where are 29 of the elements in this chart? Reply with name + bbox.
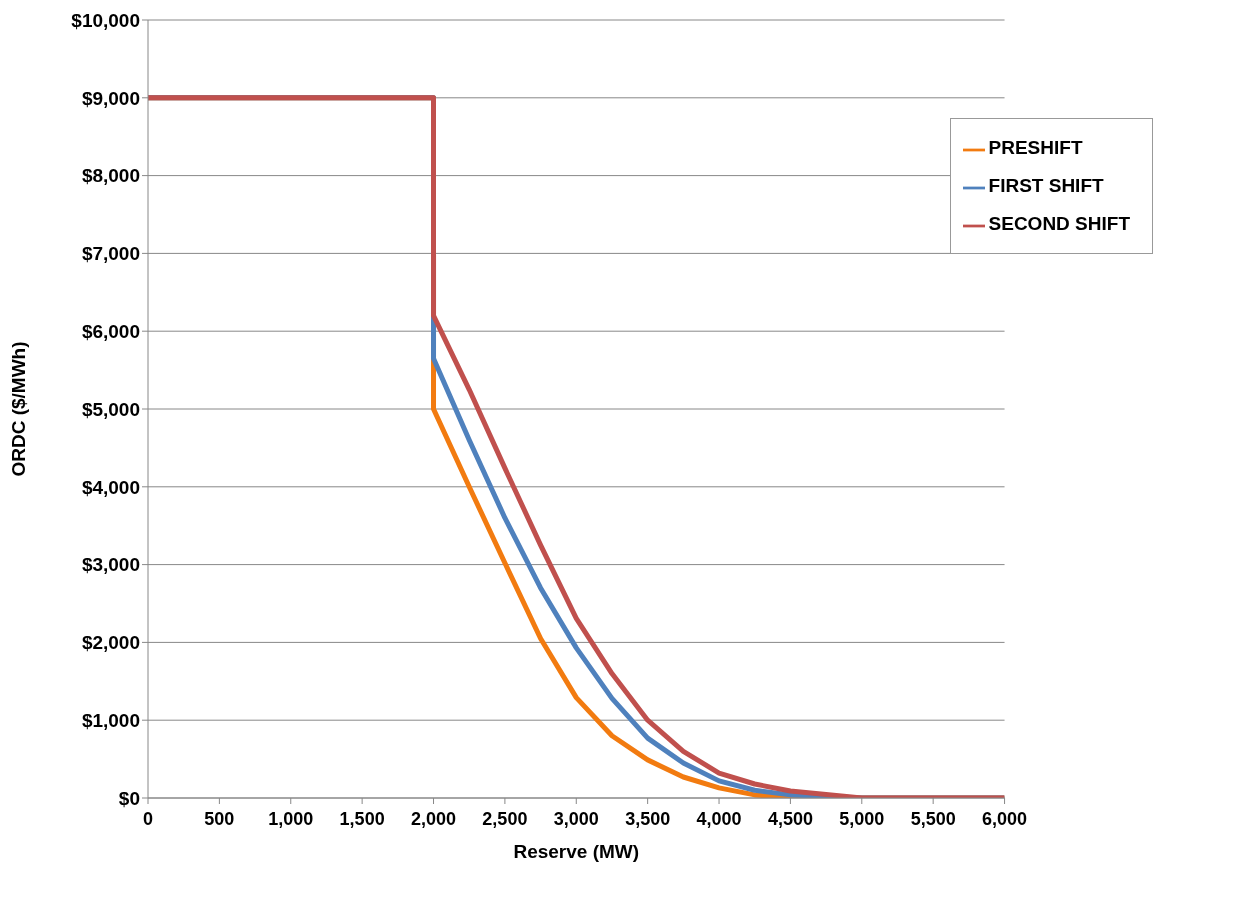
y-tick-label: $8,000	[81, 165, 140, 187]
x-tick-label: 2,500	[482, 808, 528, 829]
y-tick-label: $9,000	[81, 87, 140, 109]
y-tick-label: $7,000	[81, 243, 140, 265]
y-tick-label: $4,000	[81, 476, 140, 498]
x-tick-label: 3,500	[625, 808, 671, 829]
x-tick-label: 4,000	[696, 808, 742, 829]
y-tick-label: $6,000	[81, 320, 140, 342]
y-tick-label: $1,000	[81, 709, 140, 731]
x-tick-label: 1,000	[268, 808, 314, 829]
legend-label: SECOND SHIFT	[988, 213, 1130, 234]
x-tick-label: 3,000	[553, 808, 599, 829]
y-tick-label: $0	[118, 787, 140, 809]
y-tick-label: $2,000	[81, 632, 140, 654]
x-tick-label: 6,000	[982, 808, 1028, 829]
x-tick-label: 1,500	[339, 808, 385, 829]
x-tick-label: 500	[204, 808, 235, 829]
legend-label: PRESHIFT	[988, 137, 1083, 158]
x-tick-label: 4,500	[767, 808, 813, 829]
x-axis-title: Reserve (MW)	[513, 841, 640, 862]
x-tick-label: 2,000	[410, 808, 457, 829]
x-tick-label: 0	[142, 808, 154, 829]
y-tick-label: $5,000	[81, 398, 140, 420]
y-tick-label: $10,000	[71, 9, 140, 31]
y-tick-label: $3,000	[81, 554, 140, 576]
legend-label: FIRST SHIFT	[988, 175, 1104, 196]
x-tick-label: 5,000	[839, 808, 885, 829]
x-tick-label: 5,500	[910, 808, 956, 829]
y-axis-title: ORDC ($/MWh)	[7, 341, 29, 477]
